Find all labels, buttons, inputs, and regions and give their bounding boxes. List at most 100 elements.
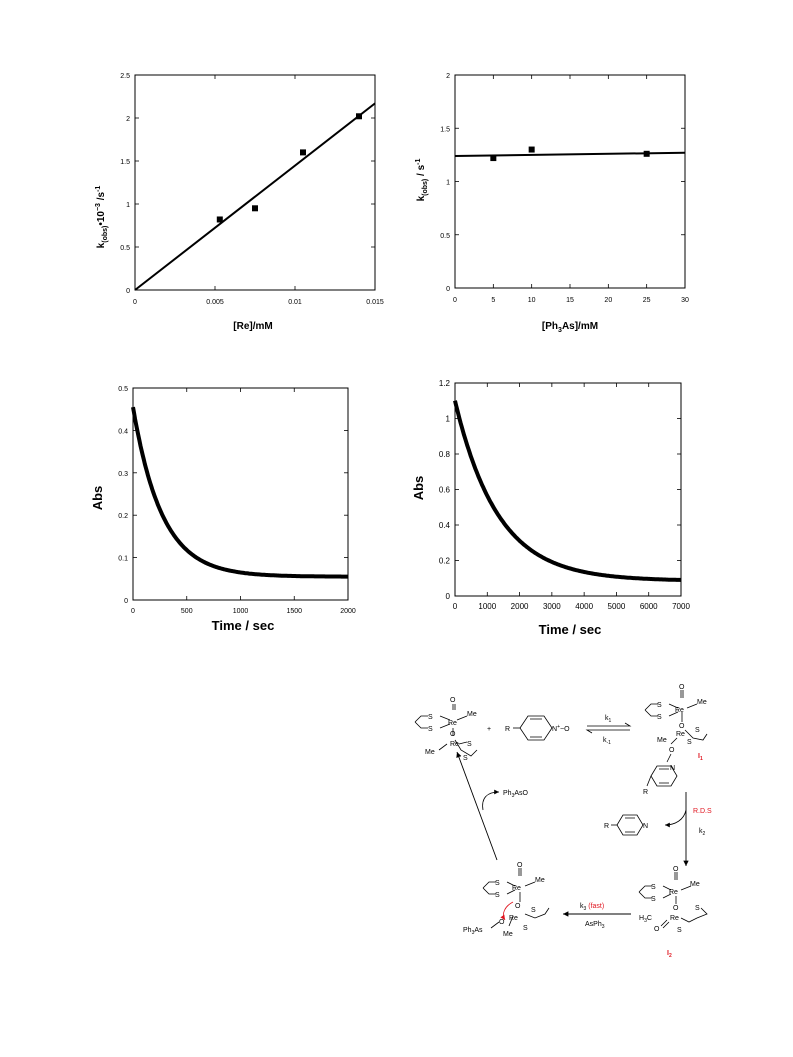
i2-label: I2 [667,950,672,959]
i1-s1: S [657,702,662,709]
dimer-s3: S [467,741,472,748]
x-tick-label: 0 [453,602,458,611]
km1-label: k-1 [603,737,611,746]
dimer-s2: S [428,726,433,733]
rhenium-dimer [414,704,478,757]
fit-line [454,151,686,157]
ph3aso-release-arrow [482,789,500,811]
i1-r: R [643,789,648,796]
y-tick-label: 1 [446,180,450,187]
i1-s3: S [695,727,700,734]
x-tick-label: 25 [643,297,651,304]
y-tick-label: 0.1 [118,556,128,563]
x-tick-label: 20 [604,297,612,304]
adduct-ph3as: Ph3As [463,927,483,936]
y-tick-label: 0.2 [118,513,128,520]
x-tick-label: 10 [528,297,536,304]
plot-frame [132,387,349,601]
y-tick-label: 1 [446,415,451,424]
chart4-xlabel: Time / sec [539,622,602,637]
chart1-xlabel: [Re]/mM [233,321,272,332]
y-tick-label: 0.8 [439,450,451,459]
i1-re1: Re [675,707,684,714]
adduct-re1: Re [512,885,521,892]
svg-text:k(obs)•10−3 /s-1: k(obs)•10−3 /s-1 [95,186,109,249]
chart-kobs-vs-re: 0 0.005 0.01 0.015 0 0.5 1 1.5 2 2.5 [Re]/mM k(ob… [95,73,384,332]
k2-label: k2 [699,828,706,837]
y-tick-label: 0.5 [118,386,128,393]
y-tick-label: 0 [124,598,128,605]
adduct-s2: S [495,892,500,899]
adduct-me1: Me [535,877,545,884]
chart4-plot: 0 1000 2000 3000 4000 5000 6000 7000 0 0.2 0.4 0.6 0… [439,379,691,611]
plus-sign: + [487,726,491,733]
chart3-ylabel: Abs [90,486,105,511]
y-tick-label: 2 [126,116,130,123]
i2-s3: S [695,905,700,912]
i2-s4: S [677,927,682,934]
x-tick-label: 5 [491,297,495,304]
y-tick-label: 0.4 [118,428,128,435]
intermediate-i1-structure [644,690,708,787]
x-tick-label: 0.015 [366,299,384,306]
adduct-s4: S [523,925,528,932]
chart2-ylabel: k(obs) / s-1 [415,158,429,201]
x-tick-label: 0.01 [288,299,302,306]
i2-re2: Re [670,915,679,922]
dimer-s1: S [428,714,433,721]
data-point [216,216,223,223]
x-tick-label: 0 [133,299,137,306]
adduct-o1: O [517,862,523,869]
adduct-s3: S [531,907,536,914]
chart1-ylabel: k(obs)•10−3 /s-1 [95,186,109,249]
fit-line [134,102,376,291]
i1-s4: S [687,739,692,746]
k3-label: k3 (fast) [580,903,604,912]
y-tick-label: 2.5 [120,73,130,80]
y-tick-label: 2 [446,73,450,80]
y-tick-label: 0.4 [439,521,451,530]
x-tick-label: 1000 [478,602,496,611]
dimer-me2: Me [425,749,435,756]
dimer-me1: Me [467,711,477,718]
chart3-plot: 0 500 1000 1500 2000 0 0.1 0.2 0.3 0.4 0.5 [118,386,356,615]
reaction-scheme: S S O Re Me O Re Me S S + R N+−O k1 k-1 [414,684,712,959]
chart-abs-vs-time-1: 0 500 1000 1500 2000 0 0.1 0.2 0.3 0.4 0.5 Time / … [90,386,356,633]
adduct-me2: Me [503,931,513,938]
i1-o3: O [669,747,675,754]
x-tick-label: 2000 [511,602,529,611]
adduct-o2: O [515,903,521,910]
chart-kobs-vs-ph3as: 0 5 10 15 20 25 30 0 0.5 1 1.5 2 [Ph3As]/mM k(obs) … [415,73,689,334]
x-tick-label: 5000 [608,602,626,611]
chart1-plot: 0 0.005 0.01 0.015 0 0.5 1 1.5 2 2.5 [120,73,384,306]
adduct-o3: O [499,919,505,926]
chart4-ylabel: Abs [411,476,426,501]
i1-s2: S [657,714,662,721]
pyno-n: N+−O [552,724,570,733]
i2-o1: O [673,866,679,873]
i2-s2: S [651,896,656,903]
i1-me1: Me [697,699,707,706]
data-point [356,113,362,120]
decay-curve [453,400,682,582]
pyridine [611,814,644,836]
i1-o1: O [679,684,685,691]
data-point [252,205,258,212]
x-tick-label: 0.005 [206,299,224,306]
i2-h3c: H3C [639,915,652,924]
x-tick-label: 0 [453,297,457,304]
x-tick-label: 15 [566,297,574,304]
k1-label: k1 [605,715,612,724]
chart-abs-vs-time-2: 0 1000 2000 3000 4000 5000 6000 7000 0 0.2 0.4 0.6 0… [411,379,691,637]
y-tick-label: 0 [126,288,130,295]
y-tick-label: 1.2 [439,379,451,388]
dimer-s4: S [463,755,468,762]
x-tick-label: 4000 [575,602,593,611]
y-tick-label: 1.5 [120,159,130,166]
data-point [643,150,650,157]
return-arrow [456,751,498,861]
dimer-o2: O [450,731,456,738]
data-point [490,155,497,162]
i1-re2: Re [676,731,685,738]
y-tick-label: 0 [446,286,450,293]
